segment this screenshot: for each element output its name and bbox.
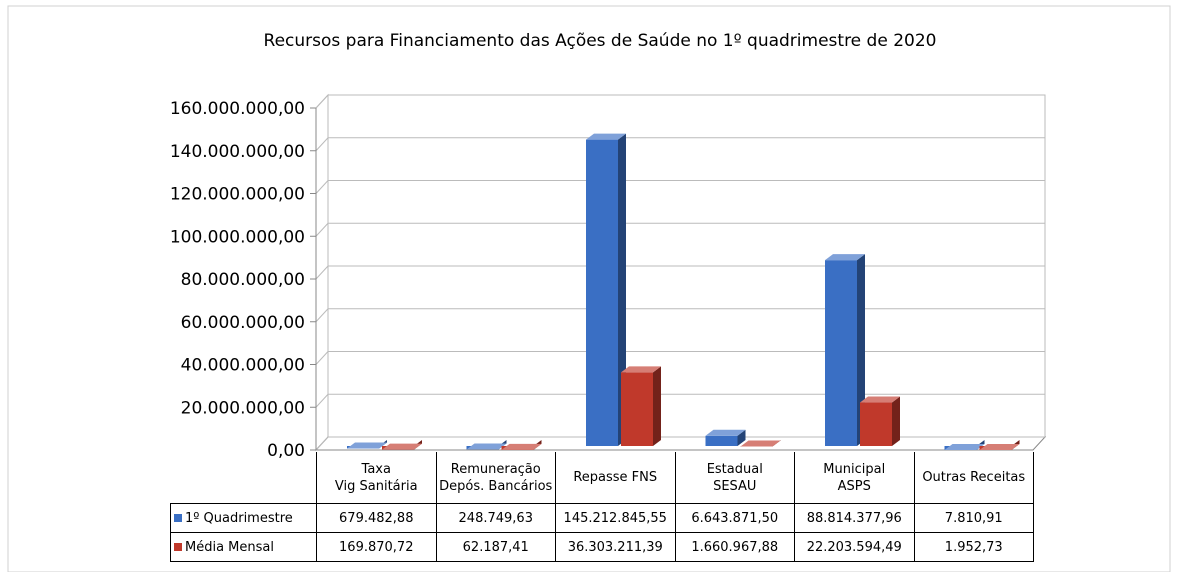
bar-side — [653, 366, 661, 446]
bar — [825, 254, 865, 446]
legend-entry: Média Mensal — [170, 532, 317, 562]
value-label: 6.643.871,50 — [674, 503, 795, 533]
bar — [501, 440, 542, 450]
bar-front — [621, 372, 653, 446]
bar-top — [705, 429, 746, 436]
bar-front — [586, 139, 618, 446]
bar-top — [944, 443, 985, 450]
category-label: Municipal ASPS — [794, 452, 915, 504]
y-tick-label: 100.000.000,00 — [170, 227, 305, 247]
bar-side — [892, 396, 900, 446]
bar-top — [382, 443, 422, 450]
y-tick-label: 80.000.000,00 — [181, 270, 305, 290]
bar-side — [618, 133, 626, 446]
bar-side — [857, 254, 865, 446]
bar — [382, 440, 422, 450]
grid-line — [315, 308, 329, 323]
grid-line — [315, 180, 329, 194]
bar — [347, 440, 387, 449]
value-label: 22.203.594,49 — [794, 532, 915, 562]
legend-entry: 1º Quadrimestre — [170, 503, 317, 533]
grid-line — [315, 265, 329, 280]
y-tick-label: 40.000.000,00 — [181, 356, 305, 376]
y-tick-label: 160.000.000,00 — [170, 99, 305, 119]
grid-line — [315, 393, 329, 408]
bar-top — [979, 443, 1020, 450]
bar — [705, 429, 746, 446]
grid-line — [315, 351, 329, 365]
value-label: 248.749,63 — [435, 503, 556, 533]
bar-top — [347, 442, 387, 449]
bar-front — [705, 435, 738, 446]
grid-line — [315, 94, 329, 109]
header-row: Taxa Vig Sanitária Remuneração Depós. Ban… — [170, 452, 1034, 504]
frame — [7, 5, 1171, 572]
grid-line — [315, 137, 329, 152]
legend-label: Média Mensal — [185, 539, 274, 555]
category-label: Repasse FNS — [555, 452, 676, 504]
value-label: 62.187,41 — [435, 532, 556, 562]
legend-label: 1º Quadrimestre — [185, 510, 293, 526]
bar — [979, 440, 1020, 450]
bar-top — [860, 396, 900, 403]
series-row: 1º Quadrimestre 679.482,88 248.749,63 145.2… — [170, 503, 1034, 533]
bar-front — [825, 260, 857, 446]
value-label: 679.482,88 — [316, 503, 437, 533]
bar — [944, 440, 985, 450]
value-label: 169.870,72 — [316, 532, 437, 562]
category-label: Estadual SESAU — [674, 452, 795, 504]
y-tick-label: 140.000.000,00 — [170, 142, 305, 162]
bar-top — [621, 366, 661, 373]
legend-key — [174, 513, 182, 522]
y-tick-label: 60.000.000,00 — [181, 313, 305, 333]
bar-side — [737, 429, 746, 446]
bar — [860, 396, 900, 446]
bar-top — [740, 440, 781, 447]
bar-top — [586, 133, 626, 140]
category-label: Remuneração Depós. Bancários — [435, 452, 556, 504]
data-table: Taxa Vig Sanitária Remuneração Depós. Ban… — [170, 452, 1034, 562]
bar — [586, 133, 626, 446]
value-label: 88.814.377,96 — [794, 503, 915, 533]
category-label: Outras Receitas — [913, 452, 1034, 504]
legend-key — [174, 542, 182, 551]
grid-line — [315, 222, 329, 237]
y-tick-label: 20.000.000,00 — [181, 398, 305, 418]
bar — [621, 366, 661, 446]
floor — [314, 436, 1047, 451]
bar — [466, 440, 507, 450]
value-label: 7.810,91 — [913, 503, 1034, 533]
bar — [740, 440, 781, 447]
corner — [170, 452, 317, 504]
y-tick-label: 120.000.000,00 — [170, 185, 305, 205]
series-row: Média Mensal 169.870,72 62.187,41 36.303.21… — [170, 532, 1034, 562]
bar-front — [860, 402, 892, 446]
category-label: Taxa Vig Sanitária — [316, 452, 437, 504]
value-label: 36.303.211,39 — [555, 532, 676, 562]
chart-title: Recursos para Financiamento das Ações de… — [264, 31, 937, 51]
bar-top — [501, 443, 542, 450]
value-label: 1.952,73 — [913, 532, 1034, 562]
value-label: 145.212.845,55 — [555, 503, 676, 533]
grid-line — [315, 436, 329, 451]
bar-top — [466, 443, 507, 450]
bar-top — [825, 254, 865, 261]
value-label: 1.660.967,88 — [674, 532, 795, 562]
